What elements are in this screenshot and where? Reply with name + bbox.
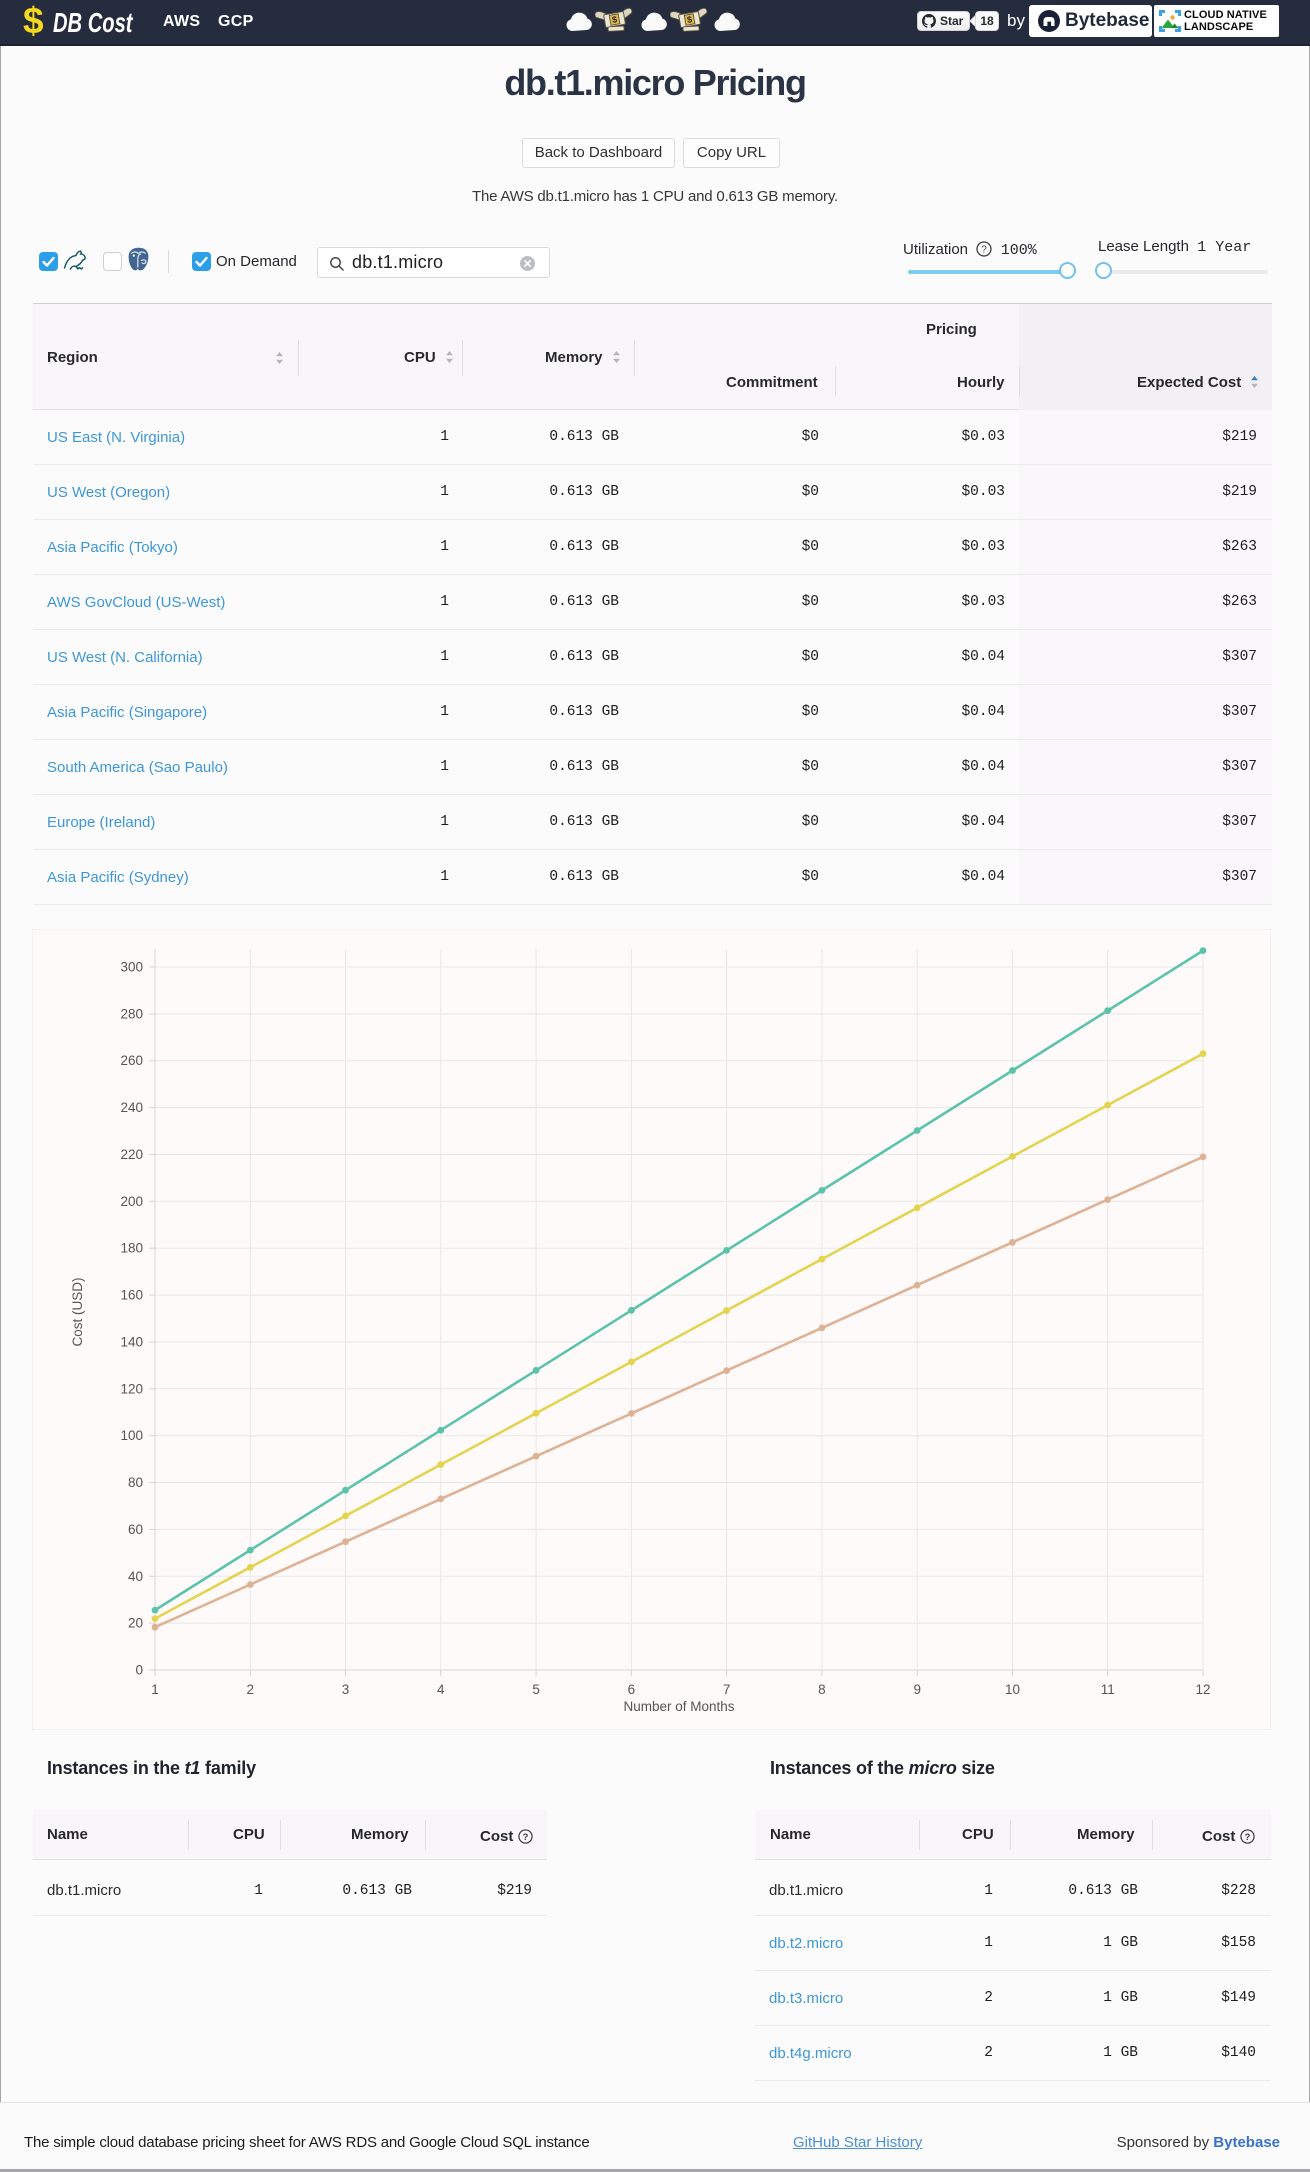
svg-text:?: ? <box>1244 1832 1250 1842</box>
svg-text:?: ? <box>982 245 988 256</box>
svg-text:$: $ <box>686 14 693 25</box>
svg-text:300: 300 <box>120 960 143 975</box>
svg-text:Cost (USD): Cost (USD) <box>70 1277 85 1346</box>
svg-text:10: 10 <box>1005 1682 1020 1697</box>
svg-text:11: 11 <box>1101 1682 1115 1697</box>
svg-text:100: 100 <box>120 1428 143 1443</box>
svg-text:Number of Months: Number of Months <box>623 1699 734 1714</box>
svg-text:$: $ <box>611 14 618 25</box>
svg-text:200: 200 <box>120 1194 143 1209</box>
svg-text:9: 9 <box>913 1682 921 1697</box>
svg-text:240: 240 <box>120 1100 143 1115</box>
svg-text:12: 12 <box>1195 1682 1210 1697</box>
svg-text:280: 280 <box>120 1006 143 1021</box>
svg-text:4: 4 <box>437 1682 445 1697</box>
svg-text:20: 20 <box>128 1616 143 1631</box>
svg-text:140: 140 <box>120 1334 143 1349</box>
svg-text:120: 120 <box>120 1381 143 1396</box>
svg-text:5: 5 <box>532 1682 540 1697</box>
svg-text:0: 0 <box>135 1663 143 1678</box>
svg-text:3: 3 <box>342 1682 350 1697</box>
svg-text:220: 220 <box>120 1147 143 1162</box>
svg-text:7: 7 <box>723 1682 731 1697</box>
svg-text:180: 180 <box>120 1241 143 1256</box>
svg-text:40: 40 <box>128 1569 143 1584</box>
svg-text:?: ? <box>522 1832 528 1842</box>
svg-text:160: 160 <box>120 1288 143 1303</box>
svg-text:260: 260 <box>120 1053 143 1068</box>
svg-text:2: 2 <box>247 1682 255 1697</box>
svg-text:80: 80 <box>128 1475 143 1490</box>
svg-text:8: 8 <box>818 1682 826 1697</box>
svg-text:1: 1 <box>151 1682 159 1697</box>
svg-text:60: 60 <box>128 1522 143 1537</box>
svg-text:6: 6 <box>628 1682 636 1697</box>
